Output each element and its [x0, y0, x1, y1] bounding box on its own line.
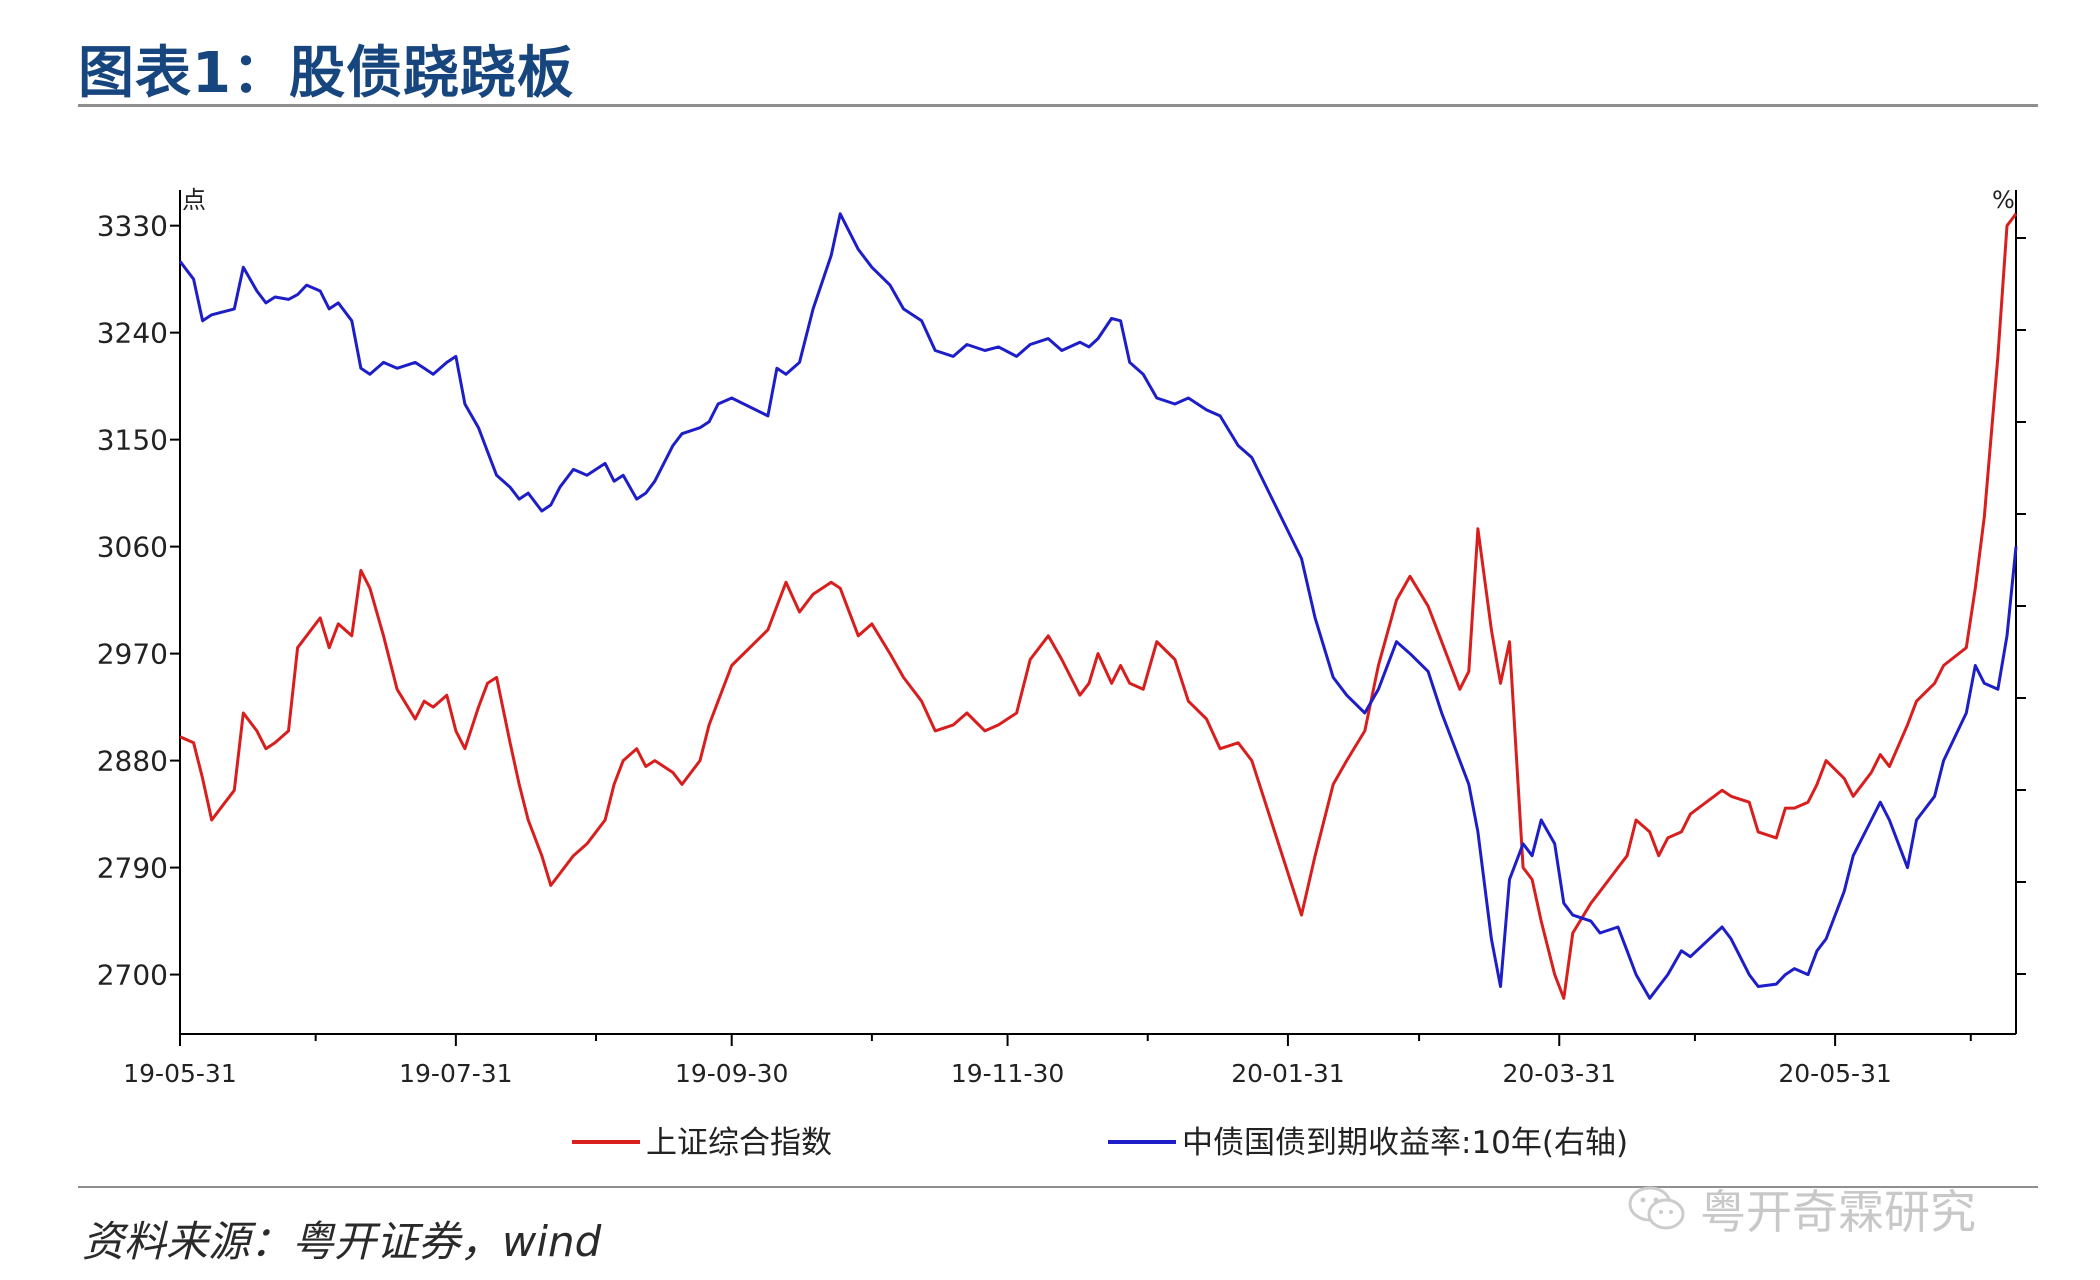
- x-tick-label-6: 20-05-31: [1778, 1059, 1891, 1088]
- x-ticks: 19-05-31 19-07-31 19-09-30 19-11-30 20-01-31…: [123, 1034, 1972, 1088]
- line-chart: 点 % 2700 2790 2880 2970 3060 3150 3240 3330 19-…: [97, 186, 2026, 1161]
- y-tick-label-4: 3060: [97, 531, 168, 564]
- left-y-ticks: 2700 2790 2880 2970 3060 3150 3240 3330: [97, 210, 180, 992]
- y-tick-label-2: 2880: [97, 745, 168, 778]
- x-tick-label-4: 20-01-31: [1231, 1059, 1344, 1088]
- plot-axes: [179, 190, 2017, 1035]
- y-tick-label-1: 2790: [97, 852, 168, 885]
- title-divider: [78, 104, 2038, 107]
- wechat-icon: [1628, 1186, 1685, 1230]
- right-axis-unit: %: [1992, 186, 2015, 214]
- series-lines: [178, 212, 2018, 1000]
- source-note: 资料来源：粤开证券，wind: [82, 1217, 602, 1266]
- footer-divider: [78, 1186, 2038, 1188]
- y-tick-label-6: 3240: [97, 317, 168, 350]
- legend-label-shanghai-index: 上证综合指数: [646, 1125, 832, 1161]
- y-tick-label-5: 3150: [97, 424, 168, 457]
- watermark: 粤开奇霖研究: [1628, 1176, 1976, 1242]
- x-tick-label-3: 19-11-30: [951, 1059, 1064, 1088]
- right-y-ticks: [2016, 237, 2026, 975]
- series-line-bond-yield: [178, 212, 2018, 1000]
- x-tick-label-0: 19-05-31: [123, 1059, 236, 1088]
- legend-label-bond-yield: 中债国债到期收益率:10年(右轴): [1182, 1125, 1628, 1161]
- watermark-text: 粤开奇霖研究: [1700, 1185, 1976, 1239]
- legend: 上证综合指数 中债国债到期收益率:10年(右轴): [572, 1125, 1628, 1161]
- y-tick-label-7: 3330: [97, 210, 168, 243]
- y-tick-label-0: 2700: [97, 959, 168, 992]
- x-tick-label-5: 20-03-31: [1503, 1059, 1616, 1088]
- x-tick-label-1: 19-07-31: [399, 1059, 512, 1088]
- left-axis-unit: 点: [182, 186, 206, 214]
- page-title: 图表1：股债跷跷板: [78, 41, 574, 106]
- x-tick-label-2: 19-09-30: [675, 1059, 788, 1088]
- y-tick-label-3: 2970: [97, 638, 168, 671]
- series-line-shanghai-index: [179, 212, 2018, 1000]
